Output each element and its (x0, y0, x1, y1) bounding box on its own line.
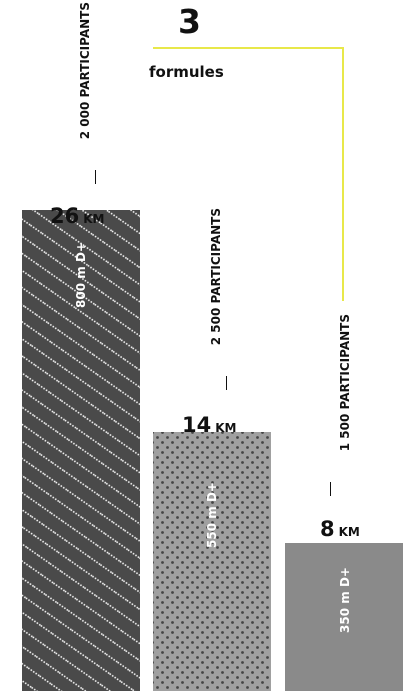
distance-unit: KM (83, 212, 105, 226)
bar-26-km (22, 210, 140, 691)
participants-label: 2 500 PARTICIPANTS (209, 208, 223, 346)
distance-label: 14 KM (182, 413, 236, 437)
bars-layer (22, 210, 403, 691)
participants-tick (95, 170, 96, 184)
elevation-label: 350 m D+ (338, 567, 352, 633)
participants-tick (226, 376, 227, 390)
distance-unit: KM (338, 525, 360, 539)
elevation-label: 800 m D+ (74, 242, 88, 308)
distance-unit: KM (215, 421, 237, 435)
formula-count: 3 (178, 2, 201, 41)
distance-value: 26 (50, 204, 80, 228)
accent-connector-line (153, 47, 344, 301)
participants-label: 1 500 PARTICIPANTS (338, 314, 352, 452)
bar-14-km (153, 432, 271, 691)
formula-label: formules (149, 63, 224, 81)
participants-tick (330, 482, 331, 496)
distance-value: 8 (320, 517, 335, 541)
distance-label: 8 KM (320, 517, 360, 541)
distance-label: 26 KM (50, 204, 104, 228)
participants-label: 2 000 PARTICIPANTS (78, 2, 92, 140)
elevation-label: 550 m D+ (205, 482, 219, 548)
distance-value: 14 (182, 413, 212, 437)
bar-8-km (285, 543, 403, 691)
